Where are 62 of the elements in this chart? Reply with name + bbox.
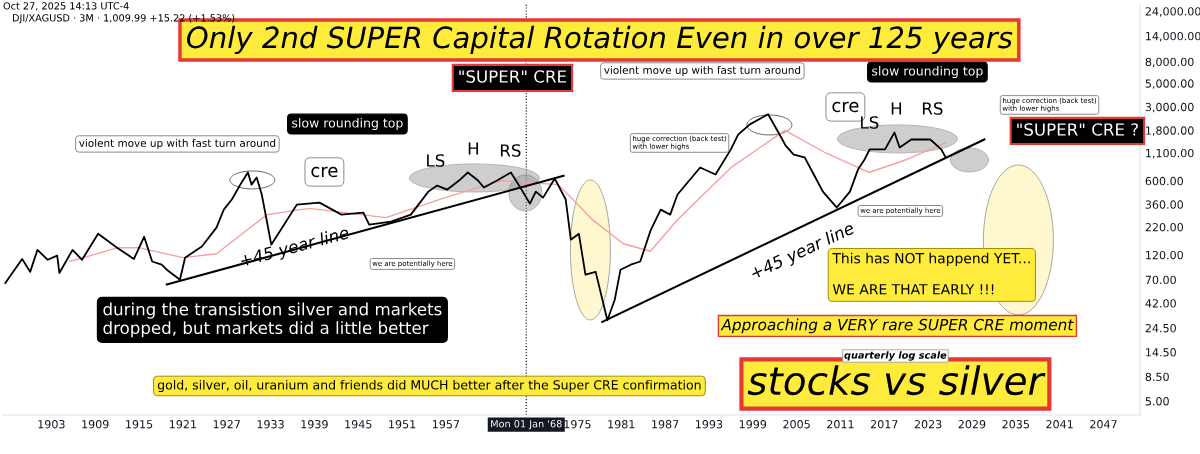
x-tick-label: 1933 [257,420,284,429]
y-tick-label: 600.00 [1145,176,1183,186]
ref-line-label: Mon 01 Jan '68 [491,420,562,430]
x-tick-label: 1903 [38,420,65,429]
annotation: LS [427,154,445,167]
y-tick-label: 3,000.00 [1145,102,1194,113]
annotation: Oct 27, 2025 14:13 UTC-4 [3,2,129,11]
annotation: slow rounding top [872,65,983,78]
annotation: H [468,142,479,155]
y-tick-label: 1,800.00 [1146,126,1194,136]
text: This has NOT happend YET... WE ARE THAT EARLY !!! [832,252,1030,295]
y-tick-label: 14,000.00 [1146,31,1200,42]
x-tick-label: 2023 [914,420,942,429]
x-tick-label: 1987 [652,420,679,429]
x-tick-label: 1909 [82,420,109,429]
y-tick-label: 42.00 [1145,299,1176,308]
x-tick-label: 1921 [169,420,196,429]
y-tick-label: 120.00 [1146,250,1183,260]
annotation: "SUPER" CRE ? [1017,123,1138,136]
annotation: Approaching a VERY rare SUPER CRE moment [720,318,1074,334]
y-tick-label: 5,000.00 [1145,79,1194,89]
x-tick-label: 2047 [1090,420,1117,429]
annotation: RS [922,102,943,115]
annotation: RS [500,144,521,157]
annotation: during the transistion silver and markets dropped, but markets did a little better [103,302,442,338]
annotation: violent move up with fast turn around [79,138,276,149]
y-tick-label: 8.50 [1145,372,1169,382]
y-tick-label: 8,000.00 [1145,57,1194,68]
y-tick-label: 1,100.00 [1146,148,1194,159]
y-tick-label: 360.00 [1145,200,1183,209]
annotation: cre [832,101,859,113]
x-tick-label: 2011 [827,420,854,429]
x-tick-label: 1945 [345,420,372,429]
y-tick-label: 24,000.00 [1145,7,1200,17]
y-tick-label: 220.00 [1145,223,1183,232]
annotation: LS [861,116,879,129]
annotation: H [891,102,902,115]
annotation: gold, silver, oil, uranium and friends did MUCH better after the Super CRE confirmation [157,379,701,392]
y-tick-label: 70.00 [1145,275,1176,285]
x-tick-label: 1957 [432,420,460,429]
x-tick-label: 1981 [608,420,635,429]
annotation: stocks vs silver [747,365,1046,396]
x-tick-label: 2017 [870,420,898,429]
y-tick-label: 5.00 [1145,397,1169,406]
annotation: violent move up with fast turn around [604,65,801,76]
x-tick-label: 1939 [301,420,328,429]
text: Only 2nd SUPER Capital Rotation Even in over 125 years [186,25,1013,55]
y-tick-label: 24.50 [1145,323,1176,333]
x-tick-label: 1951 [389,420,416,429]
x-tick-label: 1999 [739,420,767,429]
x-tick-label: 2029 [958,420,986,429]
x-tick-label: 1915 [126,420,153,429]
x-tick-label: 2041 [1046,420,1073,429]
x-tick-label: 1993 [696,420,723,429]
annotation: quarterly log scale [844,351,947,361]
annotation: "SUPER" CRE [459,70,566,83]
x-tick-label: 2035 [1002,420,1029,429]
x-tick-label: 1927 [213,420,240,429]
y-tick-label: 14.50 [1146,348,1176,357]
x-tick-label: 2005 [783,420,810,429]
annotation: cre [311,166,338,178]
annotation: slow rounding top [292,117,403,130]
